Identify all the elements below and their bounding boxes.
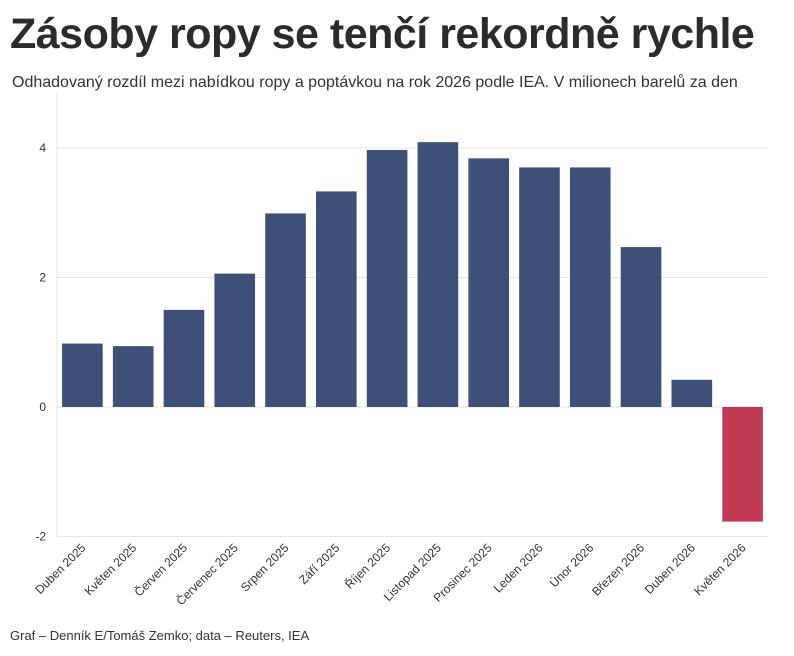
y-tick-label: 4 — [39, 141, 46, 155]
x-tick-label: Říjen 2025 — [342, 540, 394, 592]
x-tick-label: Únor 2026 — [546, 540, 596, 590]
y-tick-label: 2 — [39, 271, 46, 285]
x-tick-label: Leden 2026 — [491, 540, 546, 595]
bar — [366, 149, 408, 407]
x-tick-label: Srpen 2025 — [238, 540, 292, 594]
y-axis-ticks: -2 0 2 4 — [35, 141, 46, 544]
bars — [62, 142, 763, 522]
y-tick-label: -2 — [35, 530, 46, 544]
chart-title: Zásoby ropy se tenčí rekordně rychle — [10, 10, 755, 58]
x-tick-label: Březen 2026 — [589, 540, 647, 598]
x-tick-label: Září 2025 — [296, 540, 342, 586]
bar — [722, 407, 763, 522]
bar — [620, 247, 662, 407]
source-note: Graf – Denník E/Tomáš Zemko; data – Reut… — [10, 628, 310, 643]
bar — [671, 379, 713, 407]
bar — [265, 213, 306, 407]
bar — [569, 167, 611, 407]
bar — [316, 191, 357, 407]
y-tick-label: 0 — [39, 400, 46, 414]
x-tick-label: Duben 2025 — [32, 540, 88, 596]
chart-subtitle: Odhadovaný rozdíl mezi nabídkou ropy a p… — [12, 74, 738, 91]
bar — [468, 158, 509, 407]
bar — [62, 343, 103, 407]
bar — [112, 346, 154, 407]
bar — [163, 309, 205, 407]
x-tick-label: Květen 2026 — [691, 540, 749, 598]
bar — [214, 273, 256, 407]
bar — [417, 142, 459, 408]
bar — [519, 167, 560, 407]
x-tick-label: Duben 2026 — [642, 540, 698, 596]
